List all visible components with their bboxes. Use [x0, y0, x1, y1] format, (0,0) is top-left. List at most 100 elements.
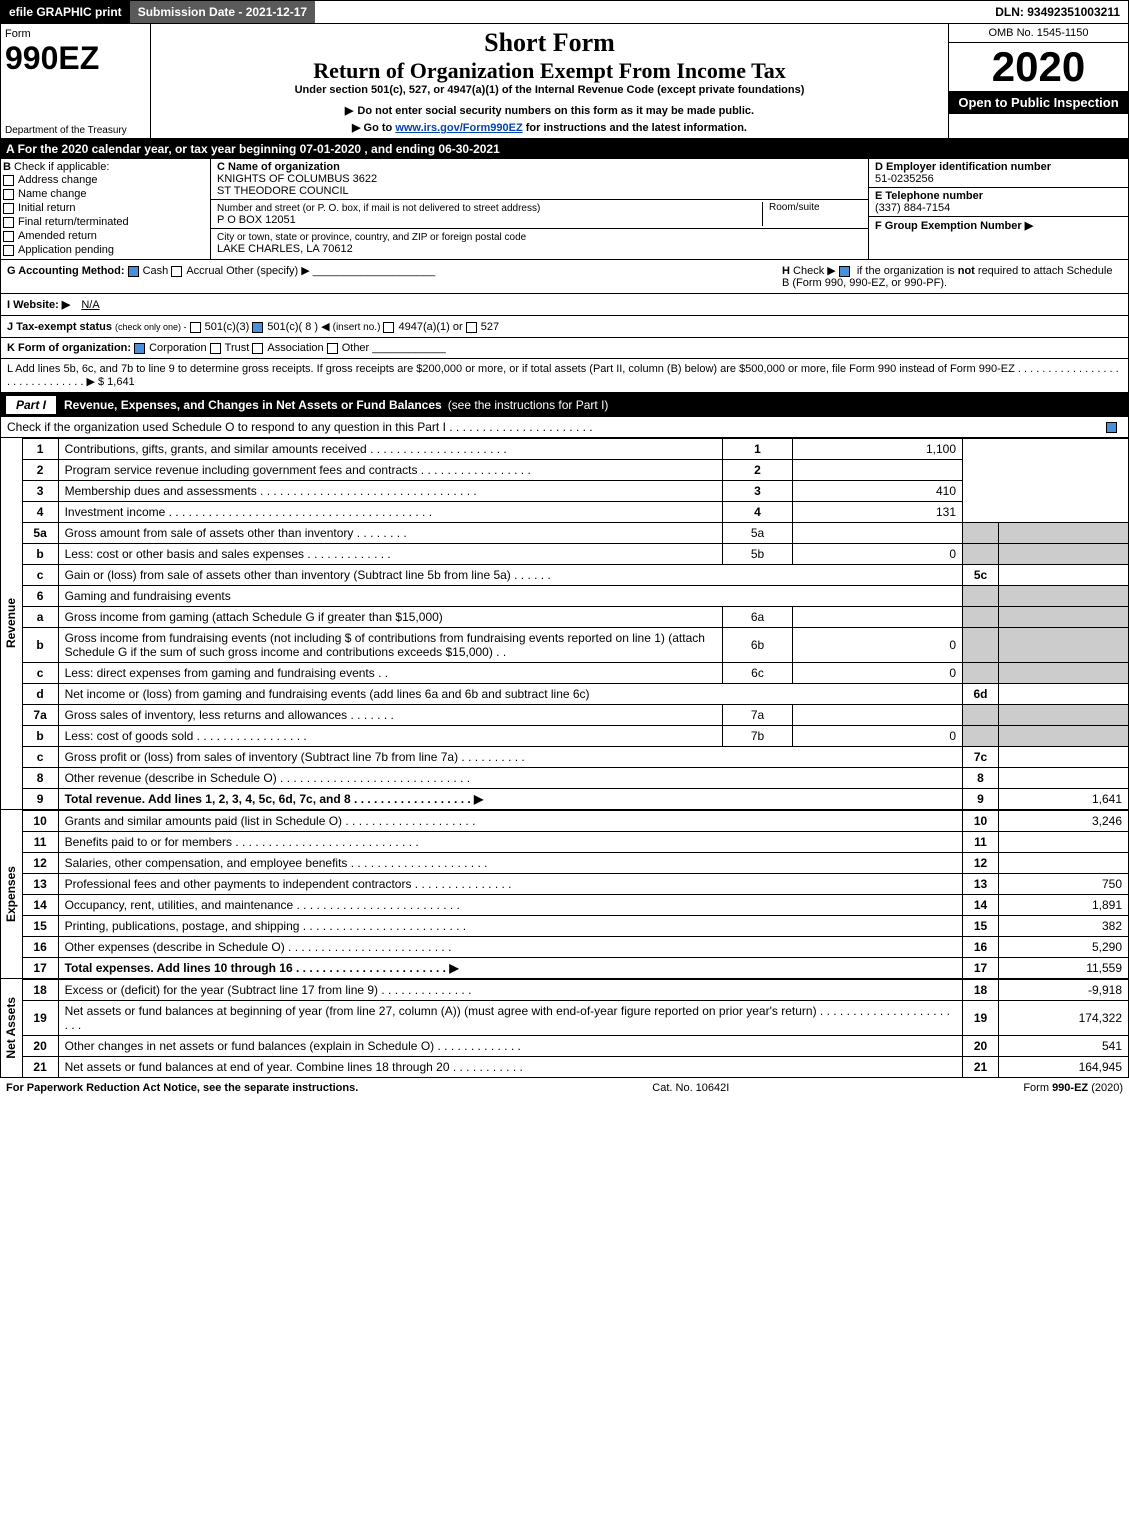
cb-cash[interactable] — [128, 266, 139, 277]
cb-accrual[interactable] — [171, 266, 182, 277]
table-row: 16Other expenses (describe in Schedule O… — [22, 937, 1128, 958]
table-row: cLess: direct expenses from gaming and f… — [22, 663, 1128, 684]
table-row: 14Occupancy, rent, utilities, and mainte… — [22, 895, 1128, 916]
table-row: 3Membership dues and assessments . . . .… — [22, 481, 1128, 502]
j-501c: 501(c)( 8 ) — [267, 321, 318, 333]
j-insert: (insert no.) — [333, 322, 381, 333]
goto-tail: for instructions and the latest informat… — [523, 122, 747, 134]
cb-pending[interactable]: Application pending — [3, 243, 208, 257]
cb-501c[interactable] — [252, 322, 263, 333]
line-h-t2: if the organization is — [857, 265, 958, 277]
expenses-section: Expenses 10Grants and similar amounts pa… — [0, 810, 1129, 979]
period-text: For the 2020 calendar year, or tax year … — [18, 142, 500, 156]
line-k-label: K Form of organization: — [7, 342, 131, 354]
box-b: B Check if applicable: Address change Na… — [1, 159, 211, 259]
line-i-label: I Website: ▶ — [7, 299, 70, 311]
tax-year: 2020 — [949, 43, 1128, 91]
part-i-check-text: Check if the organization used Schedule … — [1, 417, 1098, 437]
table-row: 8Other revenue (describe in Schedule O) … — [22, 768, 1128, 789]
accrual-label: Accrual — [186, 265, 223, 277]
table-row: 18Excess or (deficit) for the year (Subt… — [22, 980, 1128, 1001]
info-grid: B Check if applicable: Address change Na… — [0, 159, 1129, 260]
table-row: cGross profit or (loss) from sales of in… — [22, 747, 1128, 768]
table-row: bLess: cost or other basis and sales exp… — [22, 544, 1128, 565]
cb-name-change[interactable]: Name change — [3, 187, 208, 201]
period-band: A For the 2020 calendar year, or tax yea… — [0, 139, 1129, 159]
k-other: Other — [342, 342, 370, 354]
city-label: City or town, state or province, country… — [217, 232, 526, 243]
table-row: 12Salaries, other compensation, and empl… — [22, 853, 1128, 874]
cb-sched-b[interactable] — [839, 266, 850, 277]
cb-part-i[interactable] — [1106, 422, 1117, 433]
line-i: I Website: ▶ N/A — [0, 294, 1129, 316]
table-row: 9Total revenue. Add lines 1, 2, 3, 4, 5c… — [22, 789, 1128, 810]
other-label: Other (specify) ▶ — [226, 265, 310, 277]
form-number: 990EZ — [5, 40, 146, 77]
revenue-label: Revenue — [4, 598, 18, 648]
table-row: 15Printing, publications, postage, and s… — [22, 916, 1128, 937]
revenue-section: Revenue 1Contributions, gifts, grants, a… — [0, 438, 1129, 810]
street-value: P O BOX 12051 — [217, 214, 296, 226]
cb-527[interactable] — [466, 322, 477, 333]
form-header: Form 990EZ Department of the Treasury Sh… — [0, 24, 1129, 139]
box-b-label: Check if applicable: — [14, 161, 109, 173]
j-4947: 4947(a)(1) or — [398, 321, 462, 333]
cb-initial-return[interactable]: Initial return — [3, 201, 208, 215]
table-row: 11Benefits paid to or for members . . . … — [22, 832, 1128, 853]
cb-amended[interactable]: Amended return — [3, 229, 208, 243]
footer-right: Form 990-EZ (2020) — [1023, 1082, 1123, 1094]
line-h-not: not — [958, 265, 975, 277]
ein-value: 51-0235256 — [875, 173, 934, 185]
cb-address-change[interactable]: Address change — [3, 173, 208, 187]
org-name-2: ST THEODORE COUNCIL — [217, 185, 349, 197]
table-row: 19Net assets or fund balances at beginni… — [22, 1001, 1128, 1036]
cb-501c3[interactable] — [190, 322, 201, 333]
part-i-title: Revenue, Expenses, and Changes in Net As… — [64, 398, 442, 412]
efile-btn[interactable]: efile GRAPHIC print — [1, 1, 130, 23]
k-trust: Trust — [225, 342, 250, 354]
line-j-sub: (check only one) - — [115, 322, 187, 332]
j-527: 527 — [481, 321, 499, 333]
line-j-label: J Tax-exempt status — [7, 321, 112, 333]
table-row: 21Net assets or fund balances at end of … — [22, 1057, 1128, 1078]
part-i-check: Check if the organization used Schedule … — [0, 417, 1129, 438]
table-row: 17Total expenses. Add lines 10 through 1… — [22, 958, 1128, 979]
table-row: 1Contributions, gifts, grants, and simil… — [22, 439, 1128, 460]
line-g-label: G Accounting Method: — [7, 265, 125, 277]
line-h-t1: Check ▶ — [793, 265, 839, 277]
omb: OMB No. 1545-1150 — [949, 24, 1128, 43]
city-value: LAKE CHARLES, LA 70612 — [217, 243, 353, 255]
line-h-label: H — [782, 265, 790, 277]
table-row: aGross income from gaming (attach Schedu… — [22, 607, 1128, 628]
dln: DLN: 93492351003211 — [987, 1, 1128, 23]
table-row: bGross income from fundraising events (n… — [22, 628, 1128, 663]
room-label: Room/suite — [762, 202, 862, 226]
table-row: cGain or (loss) from sale of assets othe… — [22, 565, 1128, 586]
table-row: bLess: cost of goods sold . . . . . . . … — [22, 726, 1128, 747]
page-footer: For Paperwork Reduction Act Notice, see … — [0, 1078, 1129, 1098]
title-return: Return of Organization Exempt From Incom… — [159, 58, 940, 84]
open-to-public: Open to Public Inspection — [949, 91, 1128, 114]
expenses-label: Expenses — [4, 866, 18, 922]
box-c: C Name of organization KNIGHTS OF COLUMB… — [211, 159, 868, 259]
footer-mid: Cat. No. 10642I — [652, 1082, 729, 1094]
footer-left: For Paperwork Reduction Act Notice, see … — [6, 1082, 358, 1094]
j-501c3: 501(c)(3) — [205, 321, 250, 333]
cb-4947[interactable] — [383, 322, 394, 333]
cb-final-return[interactable]: Final return/terminated — [3, 215, 208, 229]
irs-link[interactable]: www.irs.gov/Form990EZ — [395, 122, 522, 134]
table-row: 13Professional fees and other payments t… — [22, 874, 1128, 895]
cb-other[interactable] — [327, 343, 338, 354]
box-d-label: D Employer identification number — [875, 161, 1051, 173]
cb-trust[interactable] — [210, 343, 221, 354]
title-short-form: Short Form — [159, 28, 940, 58]
k-assoc: Association — [267, 342, 323, 354]
subtitle: Under section 501(c), 527, or 4947(a)(1)… — [159, 84, 940, 96]
net-assets-label: Net Assets — [4, 997, 18, 1059]
part-i-tail: (see the instructions for Part I) — [448, 398, 609, 412]
cb-assoc[interactable] — [252, 343, 263, 354]
top-bar: efile GRAPHIC print Submission Date - 20… — [0, 0, 1129, 24]
net-assets-section: Net Assets 18Excess or (deficit) for the… — [0, 979, 1129, 1078]
cb-corp[interactable] — [134, 343, 145, 354]
table-row: 6Gaming and fundraising events — [22, 586, 1128, 607]
